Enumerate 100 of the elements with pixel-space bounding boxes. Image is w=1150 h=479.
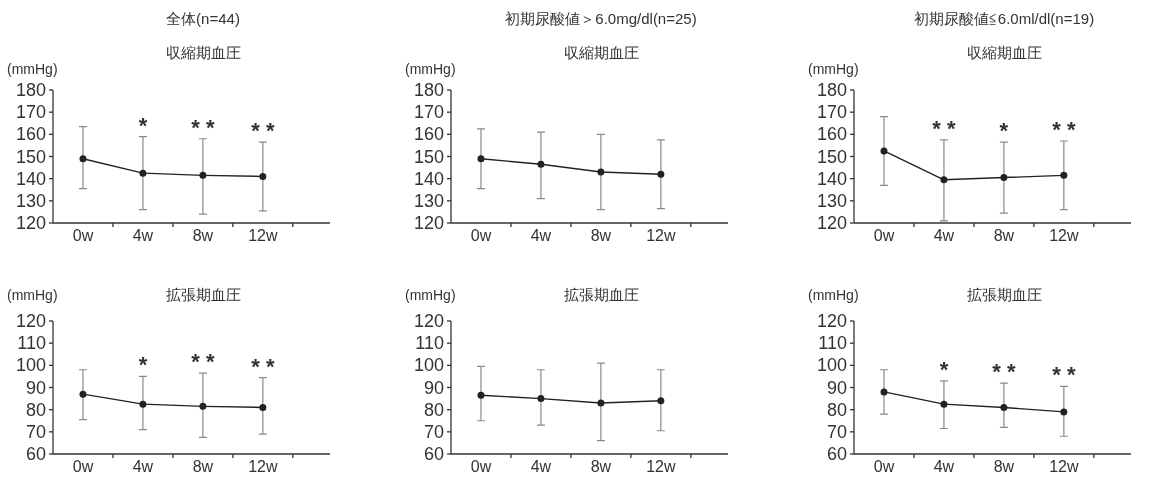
y-tick-label: 90 [423, 377, 444, 398]
y-tick-label: 60 [25, 444, 46, 464]
x-tick-label: 0w [873, 458, 895, 475]
y-tick-label: 110 [818, 333, 847, 354]
y-tick-label: 80 [826, 399, 847, 420]
y-tick-label: 110 [17, 333, 46, 354]
data-label: * [138, 112, 148, 138]
point [880, 388, 888, 396]
y-tick-label: 100 [413, 355, 444, 376]
data-label: * * [1052, 116, 1076, 142]
chart-subtitle: 収縮期血圧 [966, 44, 1042, 61]
y-tick-label: 70 [423, 421, 444, 442]
point [597, 168, 605, 176]
y-tick-label: 90 [826, 377, 847, 398]
data-label: * [999, 118, 1009, 144]
point [139, 400, 147, 408]
y-tick-label: 130 [413, 190, 444, 211]
y-axis-title: (mmHg) [405, 287, 456, 303]
point [1000, 174, 1008, 182]
x-tick-label: 4w [933, 227, 955, 244]
point [139, 169, 147, 177]
x-tick-label: 8w [192, 458, 214, 475]
point [259, 172, 267, 180]
y-tick-label: 120 [413, 311, 444, 331]
point [657, 397, 665, 405]
point [199, 171, 207, 179]
x-tick-label: 0w [470, 458, 492, 475]
point [259, 403, 267, 411]
data-label: * * [992, 359, 1016, 385]
y-tick-label: 140 [15, 168, 46, 189]
y-tick-label: 150 [15, 146, 46, 167]
y-tick-label: 170 [816, 102, 847, 123]
data-label: * * [1052, 362, 1076, 388]
point [657, 170, 665, 178]
y-tick-label: 130 [15, 190, 46, 211]
y-tick-label: 70 [25, 421, 46, 442]
x-tick-label: 0w [873, 227, 895, 244]
y-tick-label: 120 [15, 213, 46, 233]
x-tick-label: 8w [192, 227, 214, 244]
chart-title: 拡張期血圧 [563, 286, 639, 303]
y-tick-label: 160 [15, 124, 46, 145]
y-axis-title: (mmHg) [7, 61, 58, 77]
y-tick-label: 90 [25, 377, 46, 398]
chart-title: 拡張期血圧 [966, 286, 1042, 303]
y-tick-label: 60 [826, 444, 847, 464]
x-tick-label: 4w [530, 227, 552, 244]
point [79, 155, 87, 163]
y-tick-label: 80 [25, 399, 46, 420]
x-tick-label: 0w [470, 227, 492, 244]
point [79, 390, 87, 398]
y-tick-label: 80 [423, 399, 444, 420]
y-tick-label: 170 [413, 102, 444, 123]
x-tick-label: 12w [646, 227, 676, 244]
data-label: * * [191, 349, 215, 375]
y-tick-label: 180 [816, 80, 847, 100]
data-label: * * [251, 118, 275, 144]
data-label: * * [191, 114, 215, 140]
point [940, 176, 948, 184]
data-label: * [939, 356, 949, 382]
x-tick-label: 8w [993, 227, 1015, 244]
x-tick-label: 8w [993, 458, 1015, 475]
x-tick-label: 8w [590, 458, 612, 475]
y-tick-label: 120 [816, 311, 847, 331]
x-tick-label: 8w [590, 227, 612, 244]
y-tick-label: 180 [413, 80, 444, 100]
chart-title: 初期尿酸値≦6.0ml/dl(n=19) [913, 10, 1095, 27]
y-tick-label: 130 [816, 190, 847, 211]
x-tick-label: 12w [646, 458, 676, 475]
x-tick-label: 0w [72, 227, 94, 244]
point [477, 155, 485, 163]
y-tick-label: 60 [423, 444, 444, 464]
point [880, 147, 888, 155]
point [1060, 171, 1068, 179]
x-tick-label: 12w [1049, 227, 1079, 244]
point [597, 399, 605, 407]
point [537, 395, 545, 403]
y-tick-label: 120 [15, 311, 46, 331]
chart-subtitle: 収縮期血圧 [563, 44, 639, 61]
point [1000, 403, 1008, 411]
y-tick-label: 140 [816, 168, 847, 189]
y-axis-title: (mmHg) [808, 287, 859, 303]
chart-subtitle: 収縮期血圧 [165, 44, 241, 61]
x-tick-label: 0w [72, 458, 94, 475]
x-tick-label: 12w [248, 227, 278, 244]
y-tick-label: 140 [413, 168, 444, 189]
y-tick-label: 120 [816, 213, 847, 233]
point [537, 160, 545, 168]
x-tick-label: 12w [248, 458, 278, 475]
y-tick-label: 170 [15, 102, 46, 123]
y-tick-label: 110 [415, 333, 444, 354]
y-tick-label: 100 [15, 355, 46, 376]
chart-title: 拡張期血圧 [165, 286, 241, 303]
y-tick-label: 120 [413, 213, 444, 233]
data-label: * * [251, 353, 275, 379]
x-tick-label: 4w [530, 458, 552, 475]
chart-title: 初期尿酸値＞6.0mg/dl(n=25) [505, 10, 697, 27]
x-tick-label: 12w [1049, 458, 1079, 475]
x-tick-label: 4w [933, 458, 955, 475]
y-tick-label: 150 [413, 146, 444, 167]
y-tick-label: 160 [816, 124, 847, 145]
